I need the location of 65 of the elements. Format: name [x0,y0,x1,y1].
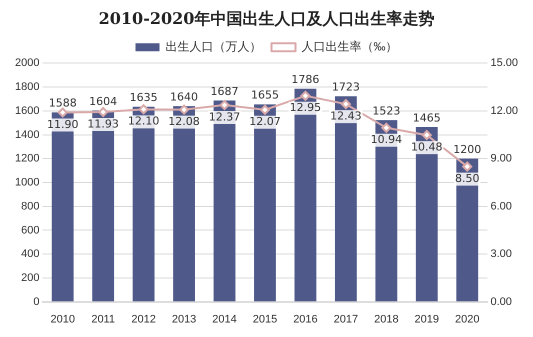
y-tick-label: 1400 [14,128,40,141]
y-tick-label: 1800 [14,81,40,94]
point [422,130,432,140]
data-label: 12.10 [128,114,160,128]
y-tick-label: 2000 [14,57,40,70]
y-tick-label: 800 [21,200,40,212]
y-tick-label: 0 [33,296,40,308]
point [300,90,310,101]
x-tick-label: 2010 [50,313,75,326]
x-tick-label: 2014 [212,313,237,326]
bar [456,158,478,302]
data-label: 1786 [291,73,320,86]
chart-title: 2010-2020年中国出生人口及人口出生率走势 [98,8,434,28]
data-label: 11.90 [46,118,78,131]
data-label: 10.94 [370,133,402,146]
x-tick-label: 2017 [334,313,358,326]
data-label: 1723 [332,80,360,94]
data-label: 1200 [453,143,482,156]
data-label: 1465 [412,111,441,124]
point [98,107,108,118]
y2-tick-label: 12.00 [490,104,518,117]
x-tick-label: 2016 [293,313,318,326]
data-label: 1588 [48,96,77,110]
x-tick-label: 2015 [252,313,278,326]
point [138,104,149,114]
data-label: 12.95 [290,101,322,114]
y-tick-label: 200 [21,272,40,284]
data-label: 1523 [372,104,400,118]
x-tick-label: 2018 [374,313,399,326]
data-label: 12.37 [208,110,240,124]
y2-tick-label: 0.00 [490,296,512,308]
y-tick-label: 400 [21,248,40,260]
data-label: 1687 [210,84,239,98]
data-label: 8.50 [454,172,480,185]
y-tick-label: 1000 [14,176,40,189]
data-label: 1640 [170,90,198,104]
y2-tick-label: 3.00 [490,248,512,260]
data-label: 1655 [250,88,279,102]
data-label: 10.48 [411,140,443,154]
point [260,104,270,115]
x-tick-label: 2020 [455,313,480,326]
data-label: 1604 [89,94,118,108]
data-label: 12.08 [168,115,200,128]
point [58,108,68,118]
x-tick-label: 2012 [131,313,156,326]
point [381,122,392,133]
x-tick-label: 2011 [91,313,115,326]
y-tick-label: 600 [21,224,40,236]
x-tick-label: 2019 [414,313,440,326]
y2-tick-label: 15.00 [490,57,518,70]
y-tick-label: 1600 [14,104,40,117]
point [340,99,351,110]
data-label: 1635 [130,91,158,104]
data-label: 12.43 [330,109,362,122]
legend-label: 人口出生率（‰） [302,40,398,54]
data-label: 12.07 [249,115,281,128]
point [220,100,230,110]
x-tick-label: 2013 [172,313,196,326]
data-label: 11.93 [87,117,119,130]
point [179,104,190,115]
y2-tick-label: 9.00 [490,152,512,165]
point [462,162,472,172]
y2-tick-label: 6.00 [490,200,512,212]
legend-label: 出生人口（万人） [166,40,262,54]
y-tick-label: 1200 [14,152,40,165]
